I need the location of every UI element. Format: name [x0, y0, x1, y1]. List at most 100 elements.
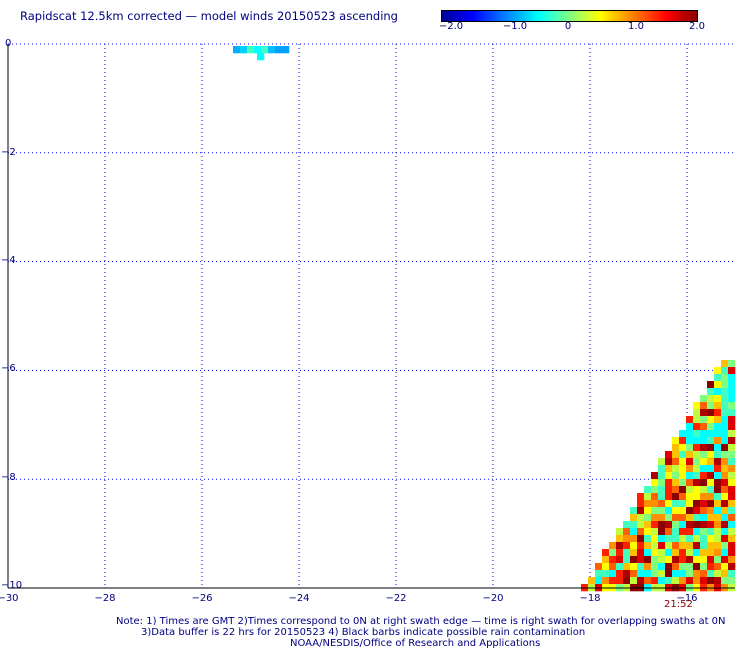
data-cell [686, 570, 694, 578]
data-cell [679, 570, 687, 578]
data-cell [693, 437, 701, 445]
data-cell [714, 409, 722, 417]
data-cell [686, 472, 694, 480]
data-cell [728, 402, 736, 410]
data-cell [672, 521, 680, 529]
data-cell [637, 563, 645, 571]
data-cell [651, 542, 659, 550]
data-cell [700, 430, 708, 438]
data-cell [707, 521, 715, 529]
data-cell [714, 486, 722, 494]
data-cell [672, 514, 680, 522]
data-cell [700, 556, 708, 564]
colorbar-gradient [442, 11, 697, 21]
data-cell [602, 563, 610, 571]
data-cell [686, 535, 694, 543]
data-cell [679, 500, 687, 508]
data-cell [679, 507, 687, 515]
data-cell [658, 479, 666, 487]
data-cell [700, 458, 708, 466]
data-cell [707, 409, 715, 417]
data-cell [721, 570, 729, 578]
lat-lon-grid [8, 43, 735, 588]
data-cell [721, 381, 729, 389]
data-cell [721, 409, 729, 417]
data-cell [714, 451, 722, 459]
data-cell [686, 444, 694, 452]
data-cell [658, 535, 666, 543]
data-cell [721, 416, 729, 424]
data-cell [707, 563, 715, 571]
data-cell [707, 423, 715, 431]
data-cell [658, 528, 666, 536]
data-cell [651, 514, 659, 522]
data-cell [651, 500, 659, 508]
data-cell [728, 549, 736, 557]
data-cell [254, 46, 262, 54]
data-cell [595, 563, 603, 571]
data-cell [707, 549, 715, 557]
data-cell [721, 374, 729, 382]
data-cell [630, 528, 638, 536]
data-cell [686, 549, 694, 557]
data-cell [714, 535, 722, 543]
data-cell [630, 556, 638, 564]
data-cell [707, 388, 715, 396]
data-cell [651, 528, 659, 536]
data-cell [630, 542, 638, 550]
data-cell [665, 535, 673, 543]
data-cell [637, 528, 645, 536]
data-cell [623, 535, 631, 543]
data-cell [616, 570, 624, 578]
lat-label-10: −10 [1, 580, 23, 591]
data-cell [728, 514, 736, 522]
data-cell [714, 556, 722, 564]
data-cell [707, 507, 715, 515]
data-cell [616, 528, 624, 536]
data-cell [261, 46, 269, 54]
data-cell [651, 486, 659, 494]
data-cell [707, 577, 715, 585]
data-cell [658, 486, 666, 494]
lon-label-22: −22 [385, 593, 407, 604]
note-line-1: Note: 1) Times are GMT 2)Times correspon… [116, 616, 726, 627]
data-cell [714, 430, 722, 438]
data-cell [714, 472, 722, 480]
data-cell [679, 479, 687, 487]
data-cell [686, 486, 694, 494]
data-cell [602, 577, 610, 585]
data-cell [679, 451, 687, 459]
data-cell [686, 507, 694, 515]
data-cell [721, 563, 729, 571]
data-cell [637, 570, 645, 578]
data-cell [700, 493, 708, 501]
data-cell [686, 423, 694, 431]
data-cell [672, 556, 680, 564]
data-cell [672, 542, 680, 550]
data-cell [665, 570, 673, 578]
data-cell [644, 528, 652, 536]
lat-label-0: 0 [5, 38, 12, 49]
data-cell [693, 549, 701, 557]
data-cell [721, 535, 729, 543]
data-cell [672, 451, 680, 459]
data-cell [693, 465, 701, 473]
data-cell [644, 577, 652, 585]
data-cell [686, 577, 694, 585]
data-cell [721, 402, 729, 410]
data-cell [721, 479, 729, 487]
data-cell [651, 472, 659, 480]
data-cell [728, 458, 736, 466]
note-line-3: NOAA/NESDIS/Office of Research and Appli… [290, 638, 541, 649]
data-cell [644, 514, 652, 522]
data-cell [700, 500, 708, 508]
data-cell [665, 549, 673, 557]
data-cell [721, 360, 729, 368]
lat-label-8: −8 [1, 472, 16, 483]
data-cell [721, 423, 729, 431]
data-cell [658, 563, 666, 571]
data-cell [700, 479, 708, 487]
data-cell [644, 563, 652, 571]
data-cell [721, 458, 729, 466]
